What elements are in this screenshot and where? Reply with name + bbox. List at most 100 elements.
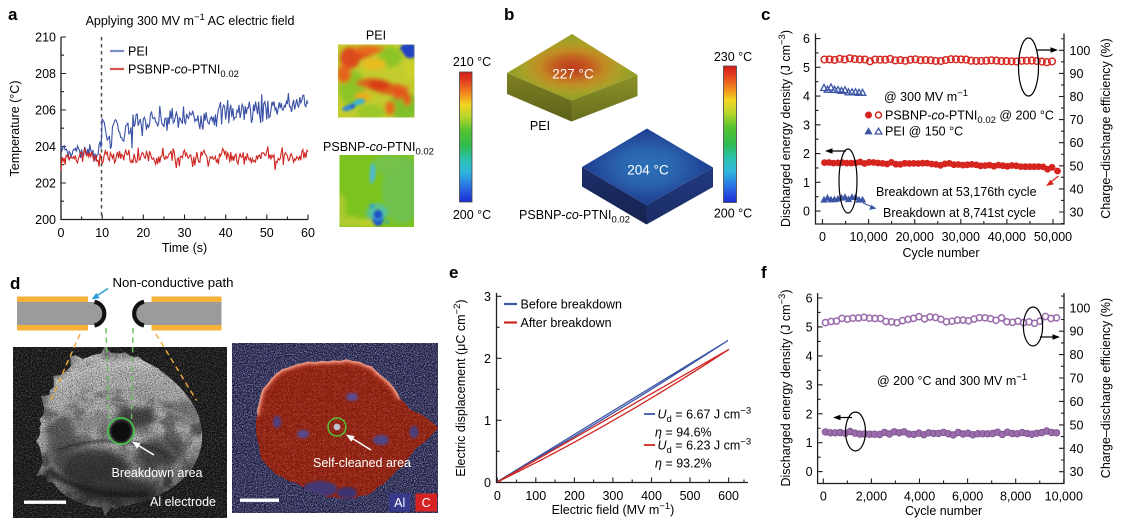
svg-text:100: 100 [525, 489, 546, 503]
svg-text:210: 210 [35, 31, 56, 45]
svg-text:1: 1 [803, 176, 810, 190]
svg-text:PEI: PEI [530, 119, 550, 133]
svg-text:0: 0 [58, 226, 65, 240]
svg-text:208: 208 [35, 67, 56, 81]
svg-text:40: 40 [1070, 442, 1084, 456]
svg-text:6: 6 [806, 292, 813, 306]
svg-text:η = 93.2%: η = 93.2% [655, 457, 712, 471]
svg-text:Al electrode: Al electrode [150, 495, 216, 509]
svg-text:PSBNP-co-PTNI0.02: PSBNP-co-PTNI0.02 [323, 140, 434, 158]
svg-text:2: 2 [484, 352, 491, 366]
svg-text:2: 2 [803, 147, 810, 161]
svg-text:210 °C: 210 °C [453, 55, 491, 69]
svg-text:10,000: 10,000 [849, 230, 887, 244]
svg-text:40: 40 [1070, 182, 1084, 196]
svg-text:204 °C: 204 °C [627, 163, 669, 178]
svg-text:@ 300 MV m−1: @ 300 MV m−1 [884, 88, 968, 104]
svg-text:3: 3 [806, 378, 813, 392]
svg-text:Before breakdown: Before breakdown [521, 298, 623, 312]
svg-text:Charge–discharge efficiency (%: Charge–discharge efficiency (%) [1099, 298, 1113, 478]
svg-text:PEI: PEI [366, 29, 386, 43]
svg-text:50: 50 [1070, 418, 1084, 432]
svg-text:100: 100 [1070, 44, 1091, 58]
svg-text:4: 4 [806, 349, 813, 363]
svg-text:70: 70 [1070, 113, 1084, 127]
svg-text:70: 70 [1070, 372, 1084, 386]
svg-text:40,000: 40,000 [988, 230, 1026, 244]
svg-text:1: 1 [484, 414, 491, 428]
svg-text:30: 30 [1070, 465, 1084, 479]
svg-text:3: 3 [803, 118, 810, 132]
svg-text:60: 60 [1070, 136, 1084, 150]
svg-text:Charge–discharge efficiency (%: Charge–discharge efficiency (%) [1099, 38, 1113, 218]
svg-text:PSBNP-co-PTNI0.02 @ 200 °C: PSBNP-co-PTNI0.02 @ 200 °C [885, 109, 1054, 127]
svg-text:60: 60 [301, 226, 315, 240]
svg-text:Ud = 6.23 J cm−3: Ud = 6.23 J cm−3 [658, 437, 752, 457]
svg-text:Discharged energy density (J c: Discharged energy density (J cm−3) [777, 289, 793, 486]
svg-text:200 °C: 200 °C [453, 208, 491, 222]
svg-text:200: 200 [35, 213, 56, 227]
svg-text:0: 0 [820, 490, 827, 504]
svg-text:3: 3 [484, 290, 491, 304]
svg-text:c: c [761, 5, 770, 24]
svg-text:6: 6 [803, 32, 810, 46]
svg-text:10,000: 10,000 [1045, 490, 1083, 504]
svg-text:202: 202 [35, 177, 56, 191]
svg-text:30,000: 30,000 [942, 230, 980, 244]
svg-text:500: 500 [680, 489, 701, 503]
svg-text:5: 5 [806, 320, 813, 334]
svg-text:600: 600 [718, 489, 739, 503]
svg-text:b: b [504, 5, 514, 24]
svg-text:227 °C: 227 °C [552, 67, 594, 82]
svg-text:50: 50 [1070, 159, 1084, 173]
svg-text:206: 206 [35, 104, 56, 118]
svg-text:0: 0 [803, 205, 810, 219]
svg-text:Electric field (MV m−1): Electric field (MV m−1) [552, 501, 675, 517]
svg-text:8,000: 8,000 [1000, 490, 1031, 504]
svg-text:200: 200 [564, 489, 585, 503]
svg-text:a: a [8, 5, 18, 24]
svg-text:Non-conductive path: Non-conductive path [113, 275, 234, 290]
svg-text:Electric displacement (μC cm−2: Electric displacement (μC cm−2) [452, 299, 468, 476]
svg-text:60: 60 [1070, 395, 1084, 409]
svg-text:30: 30 [1070, 206, 1084, 220]
svg-text:Self-cleaned area: Self-cleaned area [313, 456, 411, 470]
svg-text:f: f [761, 263, 767, 282]
svg-text:80: 80 [1070, 90, 1084, 104]
svg-text:230 °C: 230 °C [714, 50, 752, 64]
svg-text:Temperature (°C): Temperature (°C) [8, 81, 22, 177]
svg-text:Cycle number: Cycle number [902, 246, 979, 260]
svg-text:Breakdown at 53,176th cycle: Breakdown at 53,176th cycle [876, 185, 1037, 199]
svg-text:C: C [422, 496, 431, 510]
svg-text:After breakdown: After breakdown [521, 316, 612, 330]
svg-text:90: 90 [1070, 67, 1084, 81]
svg-text:20,000: 20,000 [896, 230, 934, 244]
svg-text:Discharged energy density (J c: Discharged energy density (J cm−3) [777, 30, 793, 227]
svg-text:40: 40 [219, 226, 233, 240]
svg-text:0: 0 [494, 489, 501, 503]
svg-text:Al: Al [394, 496, 405, 510]
svg-text:PSBNP-co-PTNI0.02: PSBNP-co-PTNI0.02 [519, 208, 630, 226]
svg-text:η = 94.6%: η = 94.6% [655, 426, 712, 440]
svg-text:6,000: 6,000 [952, 490, 983, 504]
svg-text:d: d [10, 274, 20, 293]
svg-text:50: 50 [260, 226, 274, 240]
svg-text:204: 204 [35, 140, 56, 154]
svg-text:2: 2 [806, 407, 813, 421]
svg-text:Applying 300 MV m−1 AC electri: Applying 300 MV m−1 AC electric field [86, 12, 295, 28]
svg-text:@ 200 °C and 300 MV m−1: @ 200 °C and 300 MV m−1 [877, 372, 1027, 388]
svg-text:400: 400 [641, 489, 662, 503]
svg-text:Cycle number: Cycle number [905, 504, 982, 518]
svg-text:e: e [449, 263, 458, 282]
svg-text:100: 100 [1070, 301, 1091, 315]
svg-text:Time (s): Time (s) [162, 241, 207, 255]
svg-text:50,000: 50,000 [1034, 230, 1072, 244]
svg-text:PEI @ 150 °C: PEI @ 150 °C [885, 125, 963, 139]
svg-text:10: 10 [95, 226, 109, 240]
svg-text:90: 90 [1070, 325, 1084, 339]
svg-text:300: 300 [602, 489, 623, 503]
svg-text:Breakdown at 8,741st cycle: Breakdown at 8,741st cycle [883, 206, 1036, 220]
svg-text:20: 20 [136, 226, 150, 240]
svg-text:0: 0 [484, 476, 491, 490]
svg-text:80: 80 [1070, 348, 1084, 362]
